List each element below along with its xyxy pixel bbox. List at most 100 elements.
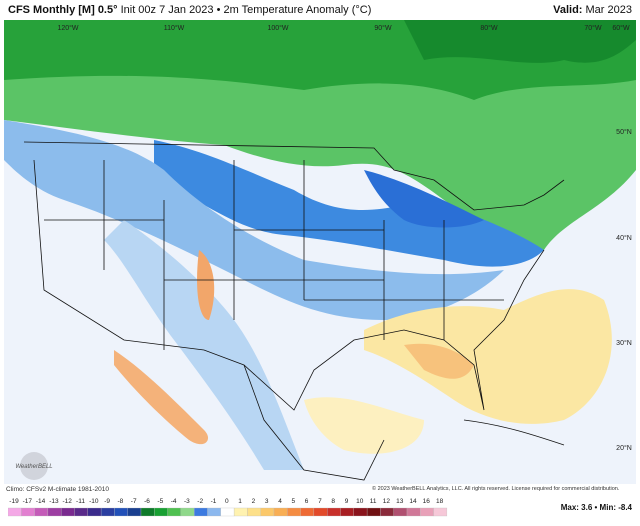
- colorbar-label: 1: [238, 498, 242, 505]
- copyright: © 2023 WeatherBELL Analytics, LLC. All r…: [372, 486, 620, 492]
- colorbar-label: 18: [436, 498, 444, 505]
- colorbar-label: -1: [211, 498, 217, 505]
- longitude-label: 70°W: [584, 24, 602, 32]
- colorbar-swatch: [406, 507, 421, 517]
- colorbar-label: -6: [144, 498, 150, 505]
- colorbar-label: -8: [118, 498, 124, 505]
- anomaly-area: [114, 350, 209, 445]
- anomaly-area: [104, 220, 304, 470]
- anomaly-area: [4, 120, 504, 320]
- latitude-label: 50°N: [616, 128, 632, 136]
- colorbar-label: -12: [62, 498, 72, 505]
- colorbar-swatch: [380, 507, 394, 517]
- borders: [23, 141, 565, 481]
- anomaly-area: [197, 250, 215, 320]
- title: CFS Monthly [M] 0.5°: [8, 4, 118, 16]
- colorbar-swatch: [154, 507, 168, 517]
- colorbar-swatch: [167, 507, 182, 517]
- colorbar-label: -9: [104, 498, 110, 505]
- anomaly-area: [364, 170, 484, 228]
- anomaly-area: [304, 397, 424, 454]
- colorbar-label: 11: [370, 498, 377, 505]
- colorbar-label: 0: [225, 498, 229, 505]
- colorbar-label: 7: [318, 498, 322, 505]
- colorbar-label: 3: [265, 498, 269, 505]
- colorbar-label: -7: [131, 498, 137, 505]
- colorbar-label: 4: [278, 498, 282, 505]
- valid-label: Valid:: [553, 4, 583, 16]
- colorbar-swatch: [313, 507, 328, 517]
- valid-line: Valid: Mar 2023: [553, 4, 632, 16]
- colorbar-swatch: [247, 507, 261, 517]
- colorbar-swatch: [273, 507, 288, 517]
- latitude-label: 20°N: [616, 444, 632, 452]
- logo: WeatherBELL: [15, 464, 52, 470]
- colorbar-swatch: [87, 507, 102, 517]
- latitude-label: 30°N: [616, 339, 632, 347]
- colorbar-label: -5: [157, 498, 163, 505]
- colorbar-swatch: [420, 507, 434, 517]
- valid-date: Mar 2023: [585, 4, 632, 16]
- colorbar-swatch: [207, 507, 221, 517]
- colorbar-label: 6: [305, 498, 309, 505]
- colorbar-label: 13: [396, 498, 404, 505]
- climo-note: Climo: CFSv2 M-climate 1981-2010: [6, 486, 109, 493]
- colorbar-swatch: [366, 507, 381, 517]
- colorbar-swatch: [287, 507, 301, 517]
- colorbar: -19 -17 -14 -13 -12 -11 -10 -9 -8 -7 -6 -5 -4 -3 -2 -1 0…: [8, 498, 448, 517]
- colorbar-swatch: [220, 507, 235, 517]
- anomaly-area: [154, 140, 544, 267]
- longitude-label: 110°W: [164, 24, 185, 32]
- latitude-label: 40°N: [616, 234, 632, 242]
- colorbar-label: -4: [171, 498, 177, 505]
- colorbar-label: -14: [36, 498, 46, 505]
- colorbar-swatch: [8, 507, 22, 517]
- colorbar-label: -19: [9, 498, 19, 505]
- colorbar-label: -10: [89, 498, 99, 505]
- colorbar-label: 5: [291, 498, 295, 505]
- longitude-label: 90°W: [374, 24, 392, 32]
- colorbar-swatch: [327, 507, 341, 517]
- colorbar-swatch: [114, 507, 128, 517]
- colorbar-swatch: [180, 507, 195, 517]
- logo-mark: [20, 452, 48, 480]
- colorbar-swatch: [194, 507, 208, 517]
- colorbar-label: 8: [331, 498, 335, 505]
- colorbar-label: 2: [252, 498, 256, 505]
- colorbar-label: -3: [184, 498, 190, 505]
- colorbar-swatch: [340, 507, 354, 517]
- colorbar-label: -11: [76, 498, 85, 505]
- anomaly-area: [404, 343, 474, 379]
- colorbar-swatch: [61, 507, 75, 517]
- subtitle: Init 00z 7 Jan 2023 • 2m Temperature Ano…: [120, 4, 372, 16]
- colorbar-label: 14: [409, 498, 417, 505]
- colorbar-swatch: [393, 507, 408, 517]
- colorbar-label: 12: [383, 498, 391, 505]
- colorbar-swatch: [34, 507, 49, 517]
- colorbar-swatch: [260, 507, 275, 517]
- colorbar-swatch: [21, 507, 35, 517]
- colorbar-label: 16: [423, 498, 431, 505]
- longitude-label: 60°W: [612, 24, 630, 32]
- longitude-label: 80°W: [480, 24, 498, 32]
- colorbar-swatch: [233, 507, 248, 517]
- longitude-label: 100°W: [267, 24, 288, 32]
- longitude-label: 120°W: [57, 24, 78, 32]
- colorbar-label: 10: [356, 498, 364, 505]
- colorbar-label: 9: [345, 498, 349, 505]
- colorbar-label: -17: [23, 498, 33, 505]
- colorbar-swatch: [74, 507, 88, 517]
- colorbar-label: -2: [197, 498, 203, 505]
- anomaly-area: [404, 20, 636, 63]
- colorbar-swatch: [127, 507, 142, 517]
- anomaly-area: [364, 289, 612, 424]
- title-line: CFS Monthly [M] 0.5° Init 00z 7 Jan 2023…: [8, 4, 371, 16]
- colorbar-swatch: [433, 507, 448, 517]
- map: 120°W 110°W 100°W 90°W 80°W 70°W 60°W 50°N 40°N 3…: [4, 20, 636, 484]
- colorbar-swatch: [140, 507, 155, 517]
- colorbar-swatch: [47, 507, 62, 517]
- max-min: Max: 3.6 • Min: -8.4: [560, 503, 632, 512]
- colorbar-swatch: [100, 507, 115, 517]
- colorbar-swatch: [300, 507, 315, 517]
